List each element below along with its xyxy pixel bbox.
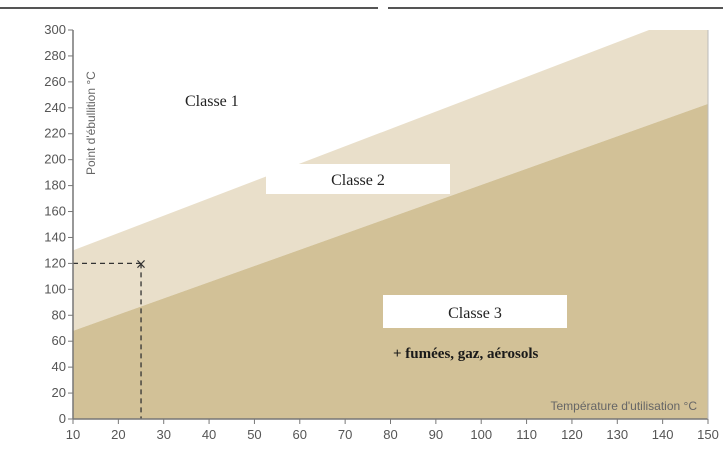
classe-2-label-box [266,164,450,194]
x-tick-label: 110 [516,427,537,442]
x-tick-label: 150 [697,427,719,442]
x-tick-label: 30 [156,427,170,442]
classe-2-label: Classe 2 [331,172,385,189]
y-tick-label: 180 [44,178,66,193]
marker-symbol: × [135,256,147,272]
y-tick-label: 240 [44,100,66,115]
y-tick-label: 220 [44,126,66,141]
y-tick-label: 160 [44,204,66,219]
y-tick-label: 280 [44,48,66,63]
x-axis-ticks: 10 20 30 40 50 60 70 80 90 100 110 120 130 140 150 [66,419,719,442]
y-axis-title: Point d'ébullition °C [84,71,98,175]
x-tick-label: 130 [606,427,628,442]
y-tick-label: 40 [52,359,66,374]
y-tick-label: 60 [52,333,66,348]
y-tick-label: 100 [44,281,66,296]
x-axis-title: Température d'utilisation °C [551,399,698,413]
y-tick-label: 20 [52,385,66,400]
y-tick-label: 120 [44,255,66,270]
y-tick-label: 0 [59,411,66,426]
y-tick-label: 200 [44,152,66,167]
x-tick-label: 140 [652,427,674,442]
classe-3-label-box [383,295,567,328]
y-tick-label: 260 [44,74,66,89]
y-tick-label: 140 [44,229,66,244]
x-tick-label: 120 [561,427,583,442]
y-axis-ticks: 0 20 40 60 80 100 120 140 160 180 200 220 240 260 280 3… [44,22,73,426]
y-tick-label: 80 [52,307,66,322]
x-tick-label: 70 [338,427,352,442]
y-tick-label: 300 [44,22,66,37]
x-tick-label: 10 [66,427,80,442]
classe-1-label: Classe 1 [185,93,239,110]
x-tick-label: 20 [111,427,125,442]
classe-3-region [73,103,708,419]
classe-3-label: Classe 3 [448,305,502,322]
x-tick-label: 100 [470,427,492,442]
x-tick-label: 60 [293,427,307,442]
fumes-annotation: + fumées, gaz, aérosols [393,346,538,362]
top-border-gap [378,5,388,11]
x-tick-label: 90 [429,427,443,442]
x-tick-label: 80 [383,427,397,442]
example-point: × [73,256,147,419]
x-tick-label: 40 [202,427,216,442]
x-tick-label: 50 [247,427,261,442]
